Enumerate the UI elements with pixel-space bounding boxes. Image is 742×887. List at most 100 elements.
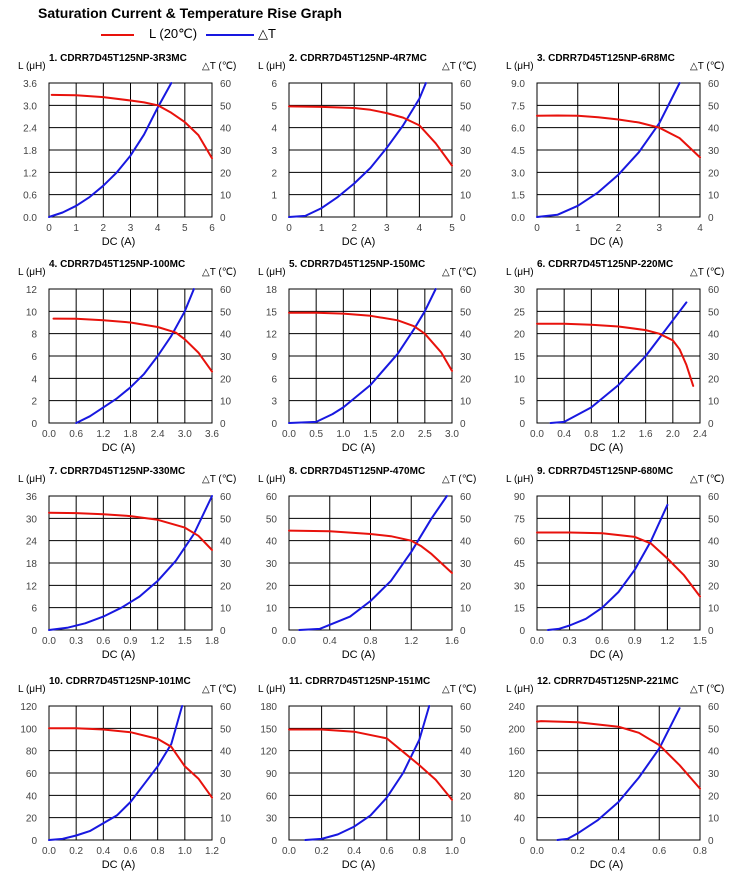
x-tick-label: 0.8 bbox=[693, 846, 707, 857]
x-tick-label: 4 bbox=[417, 223, 423, 234]
x-tick-label: 2.0 bbox=[666, 429, 680, 440]
y2-tick-label: 40 bbox=[220, 747, 232, 758]
chart-title: 12. CDRR7D45T125NP-221MC bbox=[537, 676, 679, 687]
y2-tick-label: 50 bbox=[220, 514, 232, 525]
y-tick-label: 12 bbox=[266, 330, 278, 341]
y2-axis-label: △T (℃) bbox=[202, 474, 236, 485]
series-line-inductance bbox=[536, 114, 701, 159]
y2-axis-label: △T (℃) bbox=[690, 267, 724, 278]
y-tick-label: 9.0 bbox=[511, 79, 525, 90]
y-axis-label: L (μH) bbox=[18, 267, 46, 278]
x-tick-label: 0.4 bbox=[96, 846, 110, 857]
y-tick-label: 25 bbox=[514, 307, 526, 318]
y-tick-label: 12 bbox=[26, 581, 38, 592]
y2-tick-label: 20 bbox=[460, 374, 472, 385]
x-axis-label: DC (A) bbox=[102, 236, 136, 248]
y2-tick-label: 20 bbox=[708, 581, 720, 592]
y-tick-label: 30 bbox=[26, 514, 38, 525]
x-tick-label: 0.0 bbox=[42, 636, 56, 647]
y-tick-label: 120 bbox=[20, 702, 37, 713]
y2-tick-label: 20 bbox=[220, 581, 232, 592]
y2-tick-label: 40 bbox=[708, 124, 720, 135]
y2-tick-label: 60 bbox=[220, 492, 232, 503]
series-line-inductance bbox=[48, 727, 213, 799]
x-tick-label: 2.4 bbox=[693, 429, 707, 440]
x-axis-label: DC (A) bbox=[590, 236, 624, 248]
y2-tick-label: 0 bbox=[460, 419, 466, 430]
y-tick-label: 20 bbox=[26, 814, 38, 825]
x-tick-label: 0 bbox=[286, 223, 292, 234]
y2-tick-label: 50 bbox=[708, 101, 720, 112]
y2-tick-label: 40 bbox=[220, 124, 232, 135]
y2-tick-label: 10 bbox=[460, 397, 472, 408]
y-tick-label: 60 bbox=[514, 537, 526, 548]
chart-title: 8. CDRR7D45T125NP-470MC bbox=[289, 466, 425, 477]
y-tick-label: 0 bbox=[519, 419, 525, 430]
series-line-temperature-rise bbox=[298, 495, 448, 631]
x-tick-label: 5 bbox=[182, 223, 188, 234]
y2-tick-label: 20 bbox=[460, 581, 472, 592]
y-tick-label: 0.6 bbox=[23, 191, 37, 202]
x-tick-label: 1.5 bbox=[693, 636, 707, 647]
x-tick-label: 3 bbox=[128, 223, 134, 234]
y2-tick-label: 10 bbox=[708, 397, 720, 408]
x-tick-label: 1.2 bbox=[612, 429, 626, 440]
y-axis-label: L (μH) bbox=[506, 474, 534, 485]
x-tick-label: 0.6 bbox=[595, 636, 609, 647]
y-tick-label: 60 bbox=[26, 769, 38, 780]
x-tick-label: 3.0 bbox=[178, 429, 192, 440]
y-tick-label: 4 bbox=[31, 374, 37, 385]
x-tick-label: 1.0 bbox=[336, 429, 350, 440]
y-tick-label: 15 bbox=[514, 352, 526, 363]
y2-tick-label: 20 bbox=[708, 168, 720, 179]
y2-tick-label: 30 bbox=[220, 146, 232, 157]
x-axis-label: DC (A) bbox=[342, 859, 376, 871]
series-line-inductance bbox=[48, 511, 213, 551]
x-tick-label: 0.8 bbox=[584, 429, 598, 440]
y2-axis-label: △T (℃) bbox=[442, 684, 476, 695]
y-tick-label: 15 bbox=[514, 604, 526, 615]
legend-label-temperature-rise: △T bbox=[258, 26, 276, 41]
y-axis-label: L (μH) bbox=[258, 684, 286, 695]
x-axis-label: DC (A) bbox=[102, 859, 136, 871]
x-axis-label: DC (A) bbox=[342, 236, 376, 248]
y-tick-label: 150 bbox=[260, 724, 277, 735]
y-axis-label: L (μH) bbox=[258, 267, 286, 278]
y-tick-label: 3 bbox=[271, 146, 277, 157]
y-tick-label: 120 bbox=[260, 747, 277, 758]
x-tick-label: 0.0 bbox=[42, 846, 56, 857]
x-tick-label: 1.0 bbox=[445, 846, 459, 857]
x-tick-label: 0.0 bbox=[530, 636, 544, 647]
x-tick-label: 0.6 bbox=[124, 846, 138, 857]
series-line-temperature-rise bbox=[556, 707, 681, 841]
x-tick-label: 0.3 bbox=[69, 636, 83, 647]
y2-tick-label: 60 bbox=[220, 79, 232, 90]
y2-tick-label: 60 bbox=[708, 492, 720, 503]
y-tick-label: 75 bbox=[514, 514, 526, 525]
y2-tick-label: 0 bbox=[220, 626, 226, 637]
x-tick-label: 2 bbox=[616, 223, 622, 234]
y2-tick-label: 50 bbox=[460, 101, 472, 112]
series-line-inductance bbox=[288, 105, 453, 167]
x-tick-label: 0.8 bbox=[364, 636, 378, 647]
x-tick-label: 0.6 bbox=[652, 846, 666, 857]
y-tick-label: 5 bbox=[519, 397, 525, 408]
x-tick-label: 1.5 bbox=[178, 636, 192, 647]
series-line-temperature-rise bbox=[288, 288, 437, 424]
series-line-temperature-rise bbox=[75, 288, 195, 424]
y2-tick-label: 50 bbox=[460, 724, 472, 735]
y-tick-label: 1.5 bbox=[511, 191, 525, 202]
y-tick-label: 10 bbox=[514, 374, 526, 385]
chart-title: 3. CDRR7D45T125NP-6R8MC bbox=[537, 53, 675, 64]
y2-tick-label: 0 bbox=[708, 213, 714, 224]
y2-tick-label: 40 bbox=[460, 747, 472, 758]
x-tick-label: 0.4 bbox=[347, 846, 361, 857]
y2-tick-label: 30 bbox=[460, 146, 472, 157]
legend-line-temperature-rise bbox=[206, 34, 254, 36]
y-tick-label: 0.0 bbox=[511, 213, 525, 224]
y-tick-label: 6 bbox=[31, 604, 37, 615]
y-tick-label: 9 bbox=[271, 352, 277, 363]
y2-tick-label: 10 bbox=[460, 604, 472, 615]
y2-tick-label: 40 bbox=[708, 537, 720, 548]
x-tick-label: 1 bbox=[575, 223, 581, 234]
